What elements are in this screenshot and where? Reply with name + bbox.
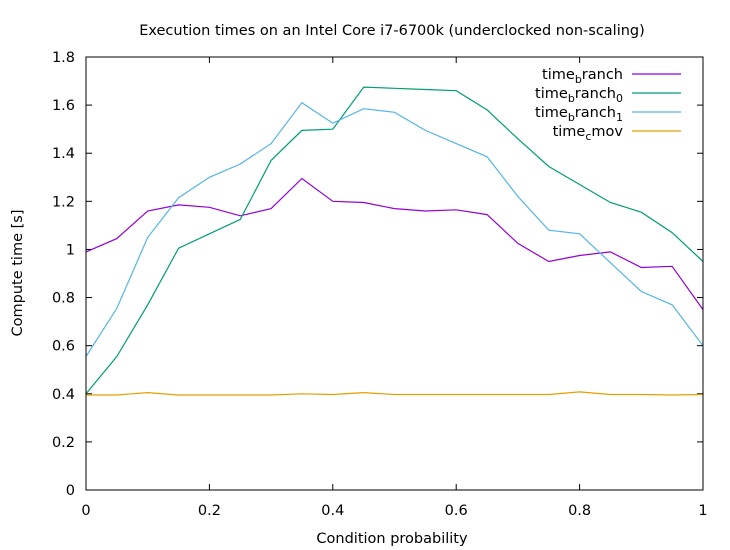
y-axis-title: Compute time [s] bbox=[10, 210, 26, 337]
series-line-3 bbox=[86, 391, 704, 396]
legend-label-3: timecmov bbox=[553, 124, 624, 143]
y-tick-label: 0.6 bbox=[52, 339, 75, 355]
x-tick-label: 1 bbox=[698, 503, 707, 519]
x-tick-label: 0.6 bbox=[445, 503, 468, 519]
chart-title: Execution times on an Intel Core i7-6700… bbox=[139, 23, 645, 39]
y-tick-label: 0.4 bbox=[52, 387, 75, 403]
y-tick-label: 1.4 bbox=[52, 146, 75, 162]
x-tick-label: 0 bbox=[81, 503, 90, 519]
x-tick-label: 0.4 bbox=[321, 503, 344, 519]
legend-label-0: timebranch bbox=[542, 67, 623, 86]
y-tick-label: 1.2 bbox=[52, 194, 75, 210]
y-tick-label: 0.2 bbox=[52, 435, 75, 451]
y-tick-label: 1.8 bbox=[52, 50, 75, 66]
y-tick-label: 0 bbox=[66, 483, 75, 499]
x-tick-label: 0.8 bbox=[568, 503, 591, 519]
legend-label-2: timebranch1 bbox=[535, 105, 623, 124]
x-tick-label: 0.2 bbox=[198, 503, 221, 519]
plot-frame bbox=[85, 56, 704, 491]
series-line-2 bbox=[85, 101, 704, 357]
y-tick-label: 0.8 bbox=[52, 291, 75, 307]
y-tick-label: 1.6 bbox=[52, 98, 75, 114]
legend-label-1: timebranch0 bbox=[535, 86, 623, 105]
y-tick-label: 1 bbox=[66, 242, 75, 258]
series-line-1 bbox=[85, 86, 704, 395]
x-axis-title: Condition probability bbox=[316, 531, 468, 547]
